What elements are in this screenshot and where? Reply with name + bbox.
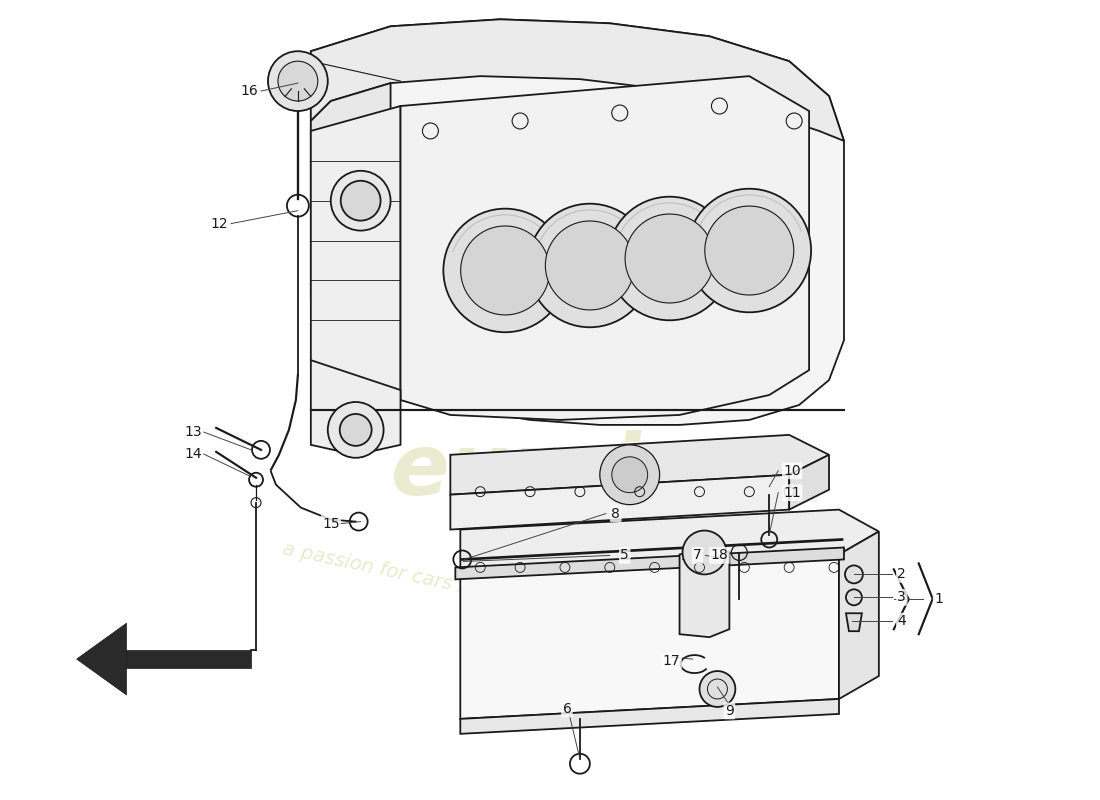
Polygon shape [789,455,829,510]
Polygon shape [839,531,879,699]
Text: 7: 7 [693,549,702,562]
Polygon shape [311,19,844,425]
Circle shape [341,181,381,221]
Text: 13: 13 [185,425,202,439]
Circle shape [546,221,635,310]
Polygon shape [450,435,829,494]
Polygon shape [455,547,844,579]
Text: 2: 2 [898,567,906,582]
Polygon shape [311,106,400,400]
Circle shape [600,445,660,505]
Text: 1: 1 [934,592,943,606]
Text: 12: 12 [210,217,228,230]
Text: 18: 18 [711,549,728,562]
Circle shape [328,402,384,458]
Circle shape [625,214,714,303]
Polygon shape [450,474,789,530]
Polygon shape [460,510,879,574]
Circle shape [278,61,318,101]
Circle shape [705,206,794,295]
Polygon shape [126,650,251,668]
Text: 15: 15 [322,517,340,530]
Text: 4: 4 [898,614,906,628]
Circle shape [443,209,566,332]
Circle shape [340,414,372,446]
Text: 17: 17 [663,654,681,668]
Text: euroj: euroj [390,430,641,513]
Text: a passion for cars since 1985: a passion for cars since 1985 [280,539,564,618]
Text: 8: 8 [612,506,620,521]
Circle shape [682,530,726,574]
Circle shape [846,590,862,606]
Text: 10: 10 [783,464,801,478]
Polygon shape [846,614,862,631]
Text: 5: 5 [620,549,629,562]
Circle shape [331,170,390,230]
Polygon shape [77,623,127,695]
Circle shape [268,51,328,111]
Polygon shape [680,547,729,637]
Text: 11: 11 [783,486,801,500]
Circle shape [700,671,736,707]
Polygon shape [311,83,390,370]
Text: 14: 14 [185,447,202,461]
Text: 3: 3 [898,590,906,604]
Circle shape [608,197,732,320]
Polygon shape [460,699,839,734]
Polygon shape [311,19,844,141]
Polygon shape [311,360,400,455]
Circle shape [845,566,862,583]
Circle shape [612,457,648,493]
Circle shape [688,189,811,312]
Circle shape [461,226,550,315]
Polygon shape [400,76,810,420]
Circle shape [528,204,651,327]
Polygon shape [460,554,839,719]
Text: 9: 9 [725,704,734,718]
Text: 16: 16 [240,84,257,98]
Text: 6: 6 [562,702,571,716]
Text: es: es [565,465,668,542]
